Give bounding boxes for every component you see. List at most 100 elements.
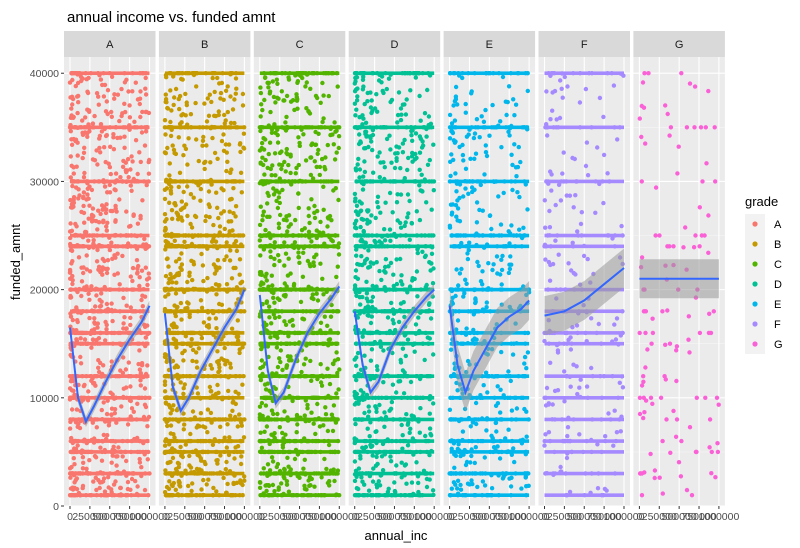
scatter-point — [382, 424, 387, 429]
scatter-point — [417, 167, 422, 172]
scatter-point — [100, 256, 106, 262]
scatter-point — [201, 320, 207, 325]
scatter-point — [230, 228, 235, 233]
scatter-point — [195, 391, 201, 396]
scatter-point — [168, 423, 174, 428]
scatter-point — [269, 408, 275, 413]
scatter-point — [334, 350, 339, 355]
scatter-point — [407, 430, 412, 435]
scatter-point — [104, 411, 110, 417]
scatter-point — [110, 318, 115, 324]
scatter-point — [189, 488, 194, 494]
scatter-point — [101, 218, 106, 223]
scatter-point — [331, 403, 337, 408]
scatter-point — [109, 109, 114, 115]
scatter-point — [111, 147, 117, 152]
scatter-point — [258, 377, 264, 383]
scatter-point — [68, 295, 74, 300]
scatter-point — [269, 432, 274, 437]
scatter-point — [278, 212, 283, 218]
scatter-band — [259, 493, 340, 497]
scatter-point — [109, 359, 114, 364]
scatter-band — [259, 439, 340, 443]
scatter-point — [427, 426, 433, 431]
scatter-point — [101, 363, 106, 368]
scatter-point — [228, 94, 233, 99]
scatter-point — [174, 345, 179, 350]
scatter-point — [384, 136, 390, 142]
scatter-point — [430, 281, 436, 286]
scatter-point — [271, 290, 276, 296]
scatter-point — [370, 294, 376, 300]
scatter-point — [464, 326, 469, 331]
scatter-point — [111, 135, 116, 140]
scatter-point — [294, 430, 299, 435]
scatter-point — [71, 388, 76, 393]
scatter-point — [315, 401, 320, 407]
scatter-point — [94, 487, 99, 493]
x-tick-label: 0 — [257, 511, 263, 523]
scatter-point — [272, 262, 277, 268]
scatter-point — [322, 314, 327, 319]
scatter-point — [145, 457, 150, 462]
scatter-point — [410, 159, 415, 164]
scatter-point — [366, 248, 371, 253]
scatter-point — [354, 247, 359, 252]
scatter-point — [370, 443, 375, 449]
scatter-point — [259, 140, 265, 146]
scatter-point — [74, 407, 80, 412]
scatter-point — [235, 318, 240, 323]
scatter-point — [190, 277, 195, 283]
scatter-point — [202, 160, 207, 166]
scatter-point — [175, 460, 181, 466]
scatter-point — [188, 221, 193, 227]
scatter-point — [117, 282, 122, 287]
scatter-point — [483, 150, 489, 155]
scatter-point — [81, 150, 87, 155]
scatter-point — [380, 468, 386, 473]
scatter-point — [308, 86, 313, 92]
scatter-point — [519, 486, 524, 491]
scatter-point — [465, 481, 471, 486]
scatter-point — [302, 486, 308, 492]
scatter-point — [118, 485, 123, 491]
scatter-point — [237, 142, 243, 147]
scatter-point — [495, 401, 501, 406]
scatter-point — [300, 75, 305, 81]
scatter-point — [303, 158, 309, 163]
scatter-point — [207, 92, 212, 97]
scatter-point — [68, 129, 74, 134]
scatter-point — [224, 459, 229, 465]
scatter-point — [509, 223, 514, 228]
scatter-point — [215, 205, 220, 210]
scatter-point — [109, 460, 114, 465]
scatter-point — [493, 420, 498, 426]
scatter-point — [311, 260, 316, 265]
scatter-point — [82, 382, 87, 388]
scatter-point — [455, 388, 460, 393]
scatter-point — [94, 337, 99, 343]
scatter-point — [210, 135, 215, 141]
scatter-point — [137, 101, 142, 107]
scatter-band — [354, 71, 435, 76]
scatter-point — [282, 240, 287, 245]
scatter-point — [356, 156, 361, 162]
scatter-point — [128, 183, 133, 188]
scatter-point — [272, 435, 277, 441]
scatter-point — [306, 206, 311, 211]
scatter-point — [171, 336, 176, 341]
scatter-point — [87, 315, 92, 321]
scatter-point — [178, 484, 183, 489]
scatter-point — [376, 205, 381, 210]
scatter-point — [499, 145, 504, 150]
scatter-point — [408, 88, 413, 93]
scatter-point — [164, 256, 170, 262]
scatter-point — [363, 129, 368, 134]
scatter-point — [105, 220, 110, 225]
scatter-point — [167, 161, 172, 166]
scatter-point — [265, 381, 270, 386]
scatter-point — [103, 210, 109, 216]
scatter-point — [227, 435, 232, 440]
scatter-point — [241, 145, 246, 150]
scatter-point — [463, 101, 468, 107]
